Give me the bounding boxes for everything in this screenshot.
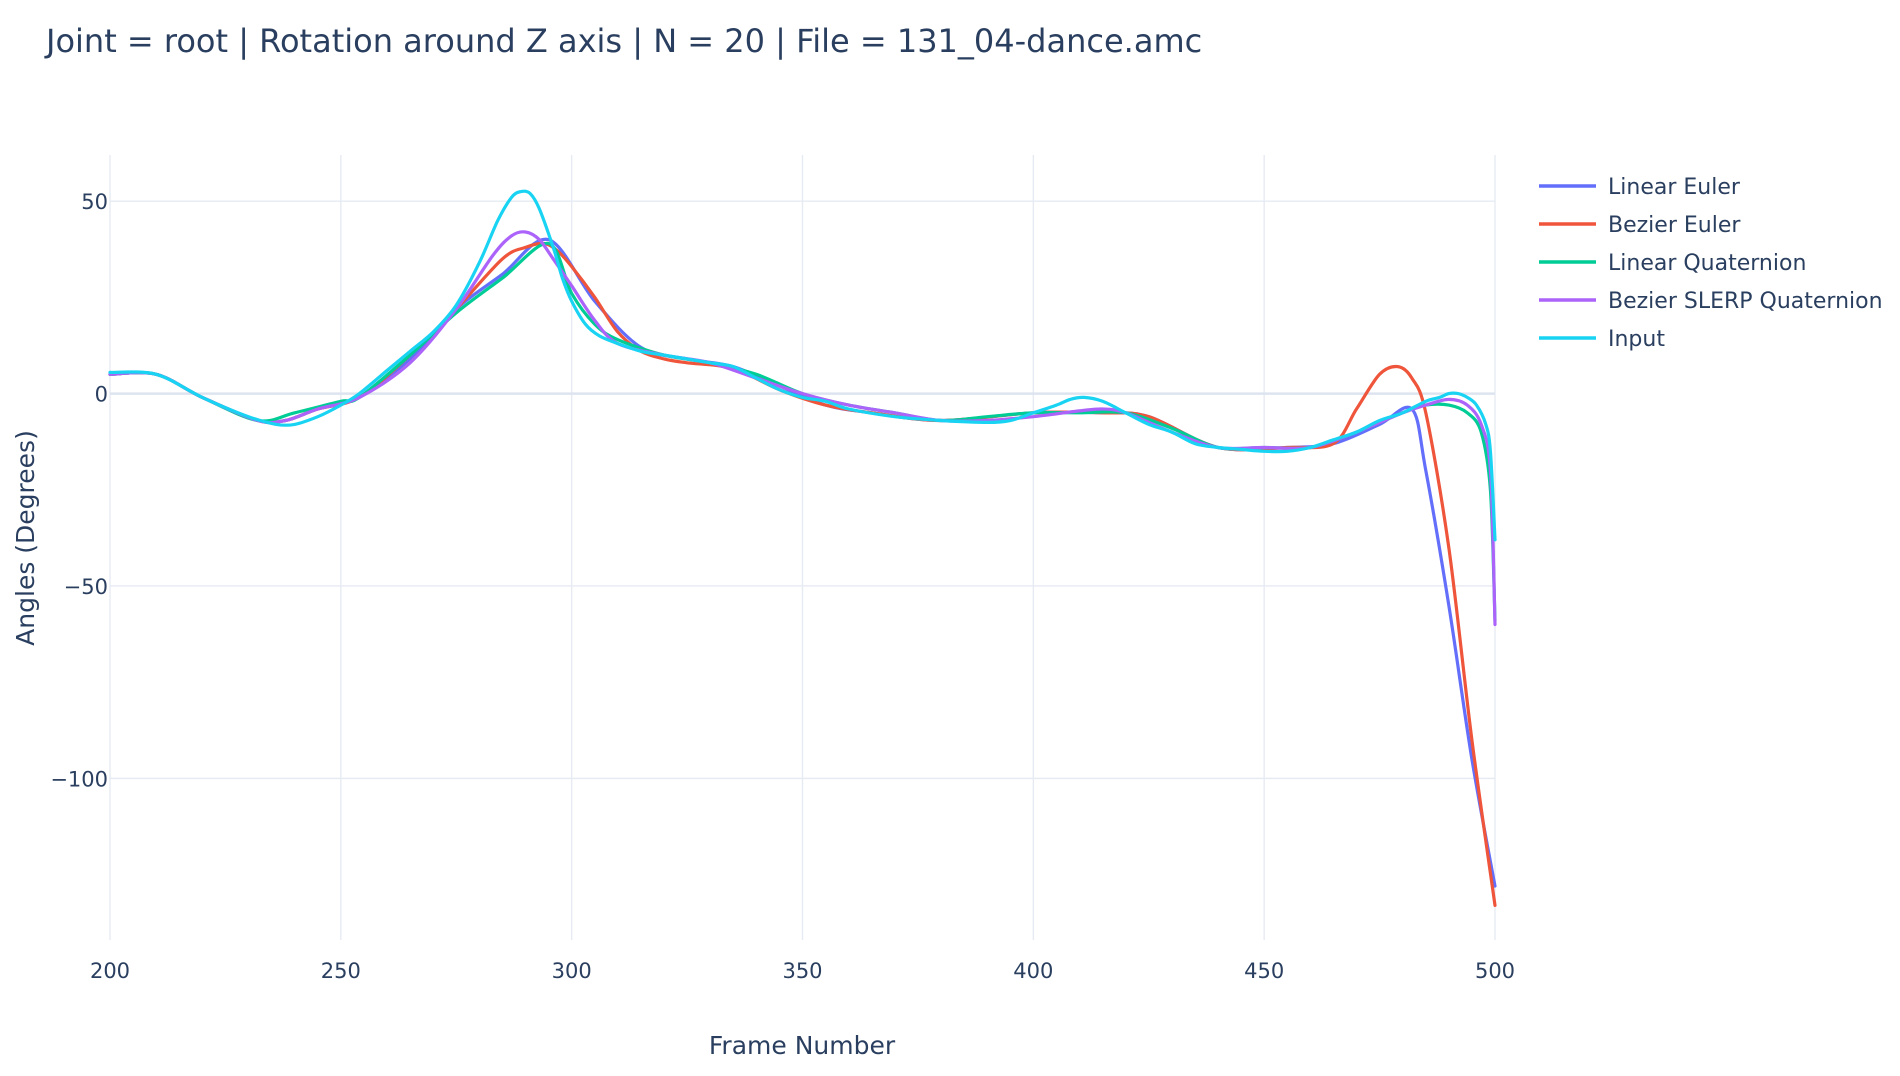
- x-tick-label: 400: [1013, 959, 1053, 983]
- x-tick-label: 300: [552, 959, 592, 983]
- grid: [109, 155, 1496, 940]
- legend[interactable]: Linear Euler Bezier Euler Linear Quaternio…: [1539, 175, 1883, 352]
- legend-item-input[interactable]: Input: [1539, 327, 1665, 352]
- legend-label: Linear Euler: [1608, 175, 1741, 200]
- legend-item-bezier-slerp-quaternion[interactable]: Bezier SLERP Quaternion: [1539, 289, 1883, 314]
- legend-item-bezier-euler[interactable]: Bezier Euler: [1539, 213, 1741, 238]
- x-tick-label: 500: [1475, 959, 1515, 983]
- legend-label: Linear Quaternion: [1608, 251, 1806, 276]
- legend-label: Bezier SLERP Quaternion: [1608, 289, 1883, 314]
- y-tick-label: 0: [95, 383, 108, 407]
- y-tick-label: −100: [50, 767, 108, 791]
- y-axis-title: Angles (Degrees): [11, 430, 40, 646]
- x-axis-title: Frame Number: [709, 1031, 896, 1060]
- legend-item-linear-euler[interactable]: Linear Euler: [1539, 175, 1741, 200]
- legend-label: Input: [1608, 327, 1665, 352]
- x-tick-label: 200: [90, 959, 130, 983]
- x-tick-label: 450: [1244, 959, 1284, 983]
- legend-label: Bezier Euler: [1608, 213, 1741, 238]
- plot-area: [108, 189, 1497, 907]
- x-tick-label: 250: [321, 959, 361, 983]
- y-tick-label: −50: [64, 575, 108, 599]
- legend-item-linear-quaternion[interactable]: Linear Quaternion: [1539, 251, 1806, 276]
- x-tick-label: 350: [782, 959, 822, 983]
- chart-title: Joint = root | Rotation around Z axis | …: [44, 22, 1202, 60]
- y-tick-label: 50: [81, 190, 108, 214]
- series-line-input: [108, 189, 1497, 542]
